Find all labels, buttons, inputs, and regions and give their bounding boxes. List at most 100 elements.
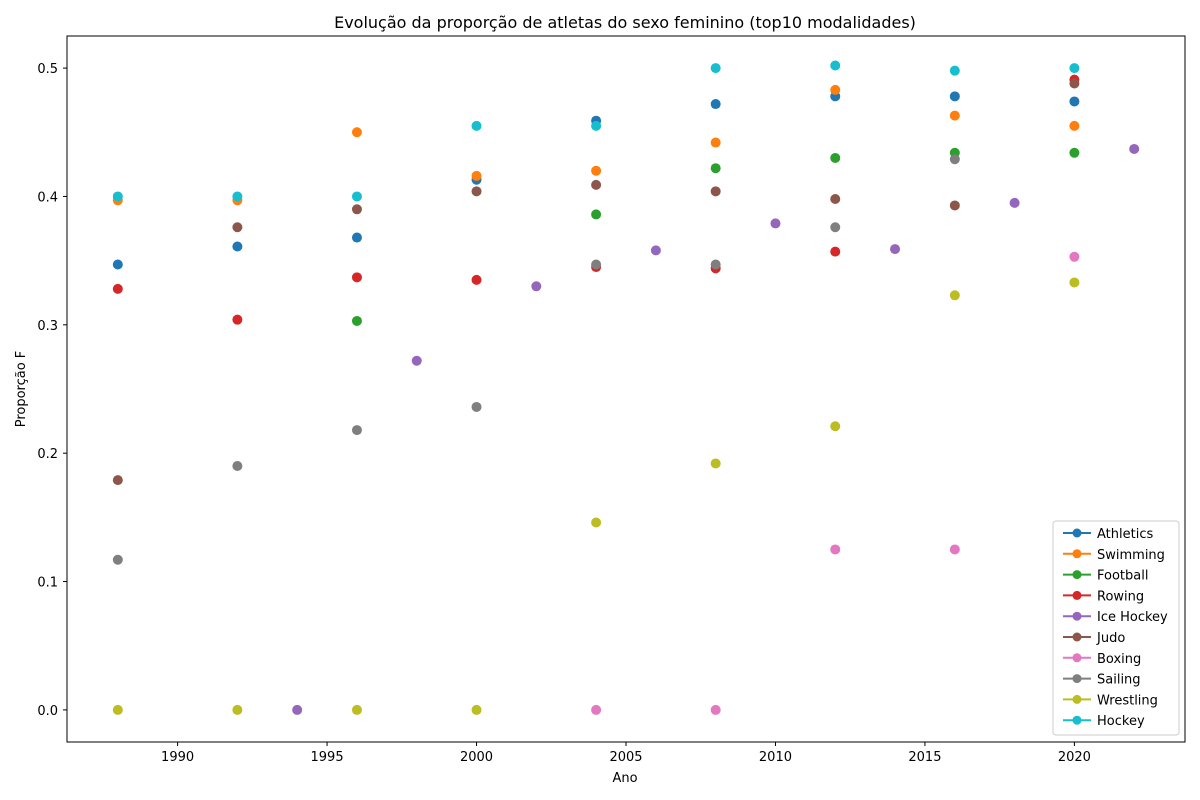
data-point-hockey bbox=[232, 191, 243, 202]
data-point-ice-hockey bbox=[770, 218, 781, 229]
data-point-hockey bbox=[830, 60, 841, 71]
data-point-judo bbox=[949, 200, 960, 211]
data-point-judo bbox=[232, 222, 243, 233]
data-point-ice-hockey bbox=[890, 244, 901, 255]
data-point-swimming bbox=[949, 110, 960, 121]
legend-label-judo: Judo bbox=[1096, 631, 1125, 646]
x-axis-label: Ano bbox=[612, 771, 637, 786]
legend-marker-judo bbox=[1072, 632, 1082, 642]
x-tick-label: 2005 bbox=[609, 750, 642, 765]
data-point-wrestling bbox=[591, 517, 602, 528]
data-point-swimming bbox=[591, 165, 602, 176]
data-point-wrestling bbox=[112, 704, 123, 715]
data-point-sailing bbox=[710, 259, 721, 270]
data-point-ice-hockey bbox=[650, 245, 661, 256]
data-point-judo bbox=[591, 179, 602, 190]
x-tick-label: 2010 bbox=[759, 750, 792, 765]
legend-marker-hockey bbox=[1072, 715, 1082, 725]
x-axis: 1990 1995 2000 2005 2010 2015 2020 bbox=[161, 742, 1091, 765]
data-point-ice-hockey bbox=[1009, 197, 1020, 208]
y-tick-label: 0.3 bbox=[37, 319, 58, 334]
data-point-athletics bbox=[351, 232, 362, 243]
data-point-hockey bbox=[710, 63, 721, 74]
y-tick-label: 0.1 bbox=[37, 576, 58, 591]
legend-label-football: Football bbox=[1097, 569, 1148, 584]
y-tick-label: 0.4 bbox=[37, 190, 58, 205]
data-point-swimming bbox=[1069, 120, 1080, 131]
data-point-athletics bbox=[949, 91, 960, 102]
data-point-football bbox=[591, 209, 602, 220]
data-point-football bbox=[830, 152, 841, 163]
data-points bbox=[112, 60, 1140, 715]
plot-area bbox=[66, 35, 1186, 743]
legend-label-swimming: Swimming bbox=[1097, 548, 1165, 563]
legend-label-hockey: Hockey bbox=[1097, 714, 1145, 729]
legend-label-sailing: Sailing bbox=[1097, 673, 1141, 688]
data-point-hockey bbox=[351, 191, 362, 202]
y-axis: 0.0 0.1 0.2 0.3 0.4 0.5 bbox=[37, 62, 67, 719]
data-point-rowing bbox=[830, 246, 841, 257]
data-point-wrestling bbox=[830, 421, 841, 432]
data-point-sailing bbox=[112, 554, 123, 565]
legend-label-ice-hockey: Ice Hockey bbox=[1097, 610, 1168, 625]
data-point-ice-hockey bbox=[292, 704, 303, 715]
y-tick-label: 0.2 bbox=[37, 447, 58, 462]
legend-marker-boxing bbox=[1072, 653, 1082, 663]
legend-marker-rowing bbox=[1072, 590, 1082, 600]
legend-label-boxing: Boxing bbox=[1097, 652, 1141, 667]
data-point-football bbox=[1069, 147, 1080, 158]
data-point-wrestling bbox=[232, 704, 243, 715]
data-point-football bbox=[351, 315, 362, 326]
data-point-judo bbox=[1069, 78, 1080, 89]
data-point-ice-hockey bbox=[1129, 143, 1140, 154]
data-point-rowing bbox=[112, 283, 123, 294]
legend-marker-sailing bbox=[1072, 674, 1082, 684]
data-point-ice-hockey bbox=[411, 355, 422, 366]
data-point-wrestling bbox=[1069, 277, 1080, 288]
data-point-hockey bbox=[591, 120, 602, 131]
data-point-hockey bbox=[949, 65, 960, 76]
data-point-swimming bbox=[471, 170, 482, 181]
data-point-hockey bbox=[112, 191, 123, 202]
data-point-rowing bbox=[471, 274, 482, 285]
y-axis-label: Proporção F bbox=[14, 351, 29, 428]
x-tick-label: 2000 bbox=[460, 750, 493, 765]
data-point-wrestling bbox=[710, 458, 721, 469]
legend-marker-ice-hockey bbox=[1072, 611, 1082, 621]
data-point-hockey bbox=[1069, 63, 1080, 74]
data-point-boxing bbox=[710, 704, 721, 715]
data-point-athletics bbox=[112, 259, 123, 270]
x-tick-label: 1995 bbox=[311, 750, 344, 765]
legend-marker-football bbox=[1072, 570, 1082, 580]
data-point-athletics bbox=[710, 99, 721, 110]
data-point-athletics bbox=[1069, 96, 1080, 107]
legend: Athletics Swimming Football Rowing Ice Hocke… bbox=[1052, 520, 1180, 736]
data-point-wrestling bbox=[471, 704, 482, 715]
data-point-rowing bbox=[351, 272, 362, 283]
data-point-boxing bbox=[830, 544, 841, 555]
data-point-rowing bbox=[232, 314, 243, 325]
x-tick-label: 2020 bbox=[1058, 750, 1091, 765]
x-tick-label: 1990 bbox=[161, 750, 194, 765]
data-point-swimming bbox=[830, 84, 841, 95]
legend-marker-athletics bbox=[1072, 528, 1082, 538]
legend-label-rowing: Rowing bbox=[1097, 589, 1144, 604]
data-point-hockey bbox=[471, 120, 482, 131]
data-point-swimming bbox=[710, 137, 721, 148]
legend-label-athletics: Athletics bbox=[1097, 527, 1153, 542]
x-tick-label: 2015 bbox=[908, 750, 941, 765]
data-point-sailing bbox=[949, 154, 960, 165]
data-point-boxing bbox=[1069, 251, 1080, 262]
data-point-sailing bbox=[232, 461, 243, 472]
data-point-judo bbox=[351, 204, 362, 215]
data-point-boxing bbox=[949, 544, 960, 555]
data-point-sailing bbox=[830, 222, 841, 233]
data-point-ice-hockey bbox=[531, 281, 542, 292]
data-point-sailing bbox=[471, 401, 482, 412]
data-point-judo bbox=[112, 475, 123, 486]
data-point-wrestling bbox=[351, 704, 362, 715]
legend-marker-wrestling bbox=[1072, 694, 1082, 704]
data-point-sailing bbox=[591, 259, 602, 270]
data-point-boxing bbox=[591, 704, 602, 715]
